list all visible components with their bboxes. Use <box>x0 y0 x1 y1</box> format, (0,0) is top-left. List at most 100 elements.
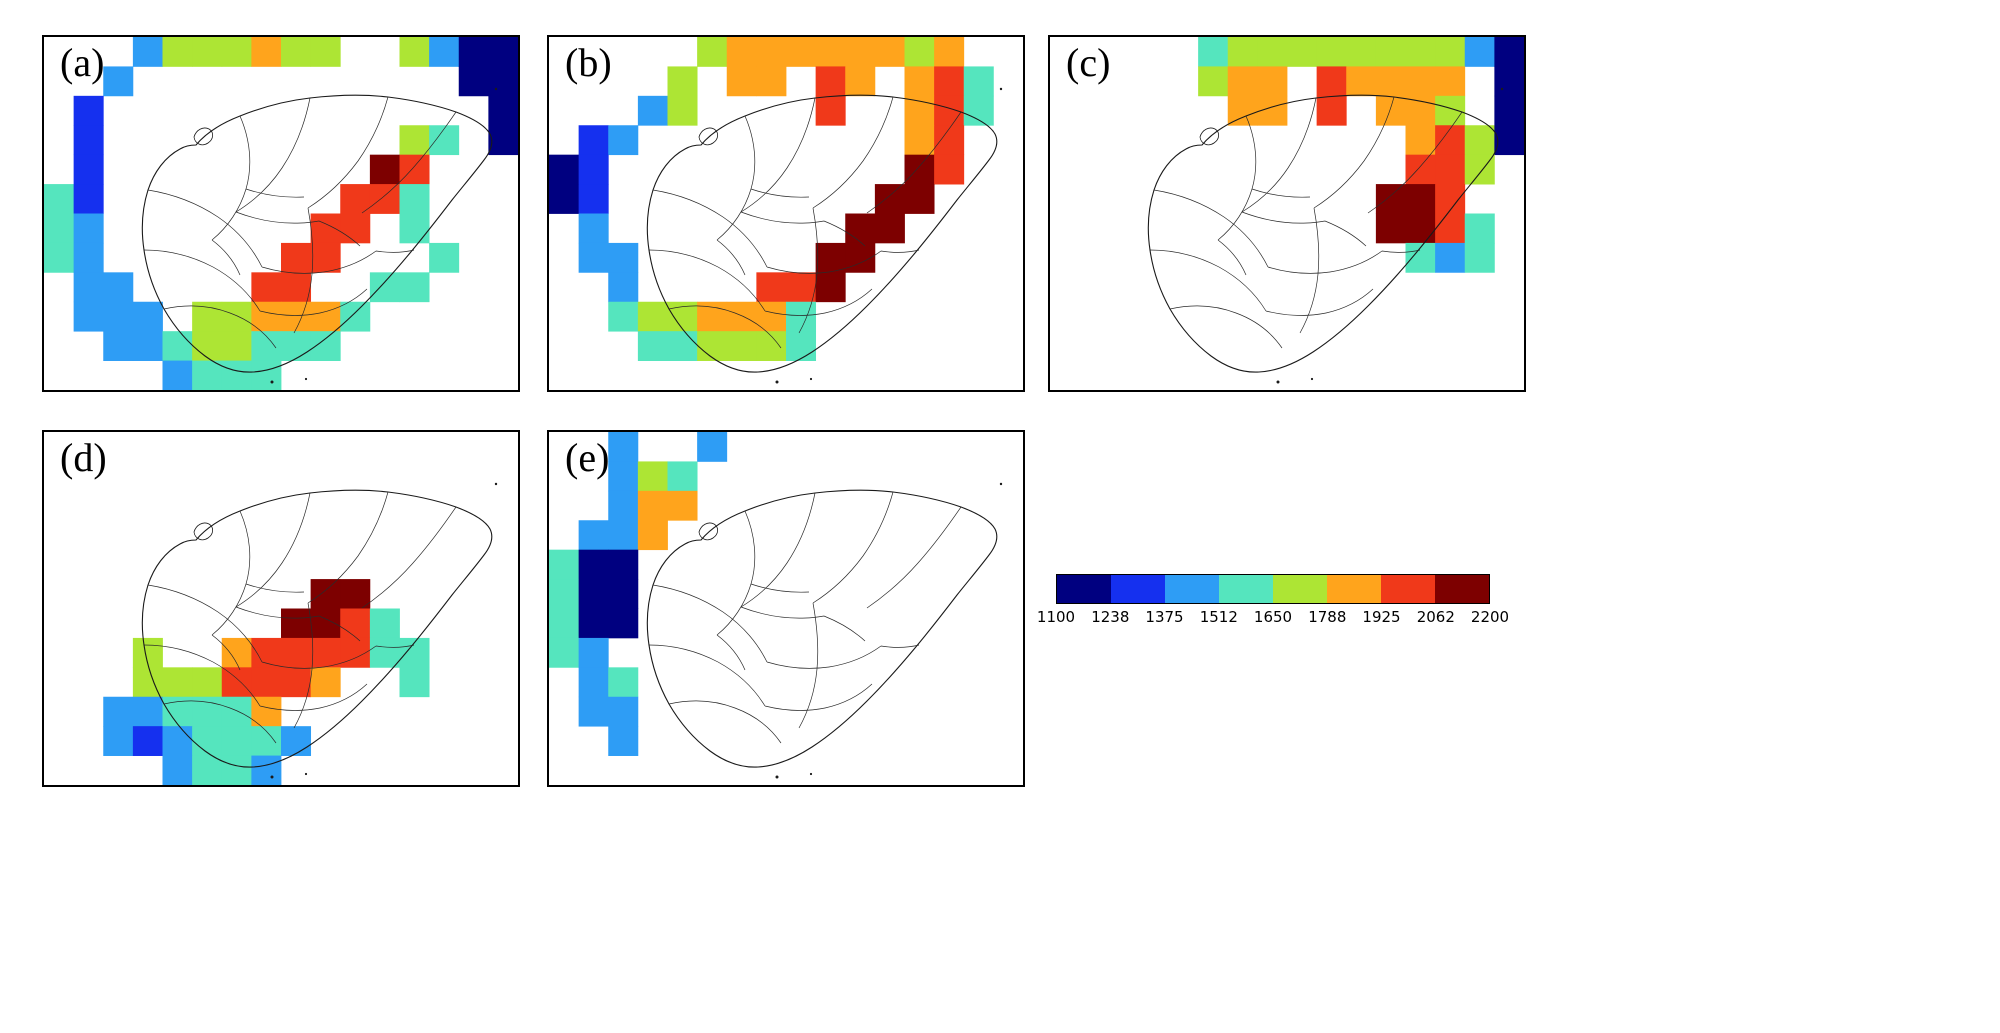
colorbar-segment <box>1327 575 1381 603</box>
grid-cell <box>369 184 400 214</box>
grid-cell <box>1405 66 1436 97</box>
grid-cell <box>162 667 193 698</box>
island-coastline <box>141 489 493 768</box>
county-boundaries <box>143 96 457 349</box>
grid-cell <box>458 66 489 97</box>
grid-cell <box>103 301 134 332</box>
grid-cell <box>578 213 609 244</box>
grid-cell <box>488 66 518 97</box>
grid-cell <box>458 37 489 67</box>
grid-cell <box>192 360 223 390</box>
islet-outline <box>698 127 719 146</box>
grid-cell <box>399 213 430 244</box>
colorbar-tick-label: 1512 <box>1199 608 1238 626</box>
grid-cell <box>1435 213 1466 244</box>
grid-cell <box>73 184 104 214</box>
grid-cell <box>726 66 757 97</box>
grid-cell <box>488 95 518 126</box>
panel-e-map-svg <box>549 432 1003 779</box>
small-island-dot <box>1500 87 1504 91</box>
grid-cell <box>340 608 371 639</box>
grid-cell <box>815 242 846 273</box>
grid-cell <box>1287 37 1318 67</box>
grid-cell <box>103 331 134 361</box>
grid-cell <box>221 755 252 785</box>
grid-cell <box>1375 95 1406 126</box>
island-coastline <box>646 94 998 373</box>
grid-cell <box>1435 184 1466 214</box>
grid-cell <box>429 37 460 67</box>
grid-cell <box>1494 95 1524 126</box>
grid-cell <box>103 726 134 756</box>
grid-cell <box>488 125 518 156</box>
grid-cell <box>1227 95 1258 126</box>
grid-cell <box>251 755 282 785</box>
panel-b-map-svg <box>549 37 1003 384</box>
grid-cell <box>578 667 609 698</box>
grid-cell <box>369 608 400 639</box>
panel-d-label: (d) <box>60 435 107 480</box>
island-coastline <box>141 94 493 373</box>
colorbar-tick-label: 1650 <box>1253 608 1293 626</box>
grid-cell <box>815 272 846 303</box>
grid-cell <box>251 360 282 390</box>
grid-cell <box>934 66 965 97</box>
grid-cell <box>1435 66 1466 97</box>
colorbar-segment <box>1057 575 1111 603</box>
grid-cell <box>132 331 163 361</box>
grid-cell <box>608 432 639 462</box>
grid-cell <box>340 579 371 609</box>
island-coastline <box>646 489 998 768</box>
grid-cell <box>667 331 698 361</box>
grid-cell <box>578 637 609 668</box>
panel-a-map-svg <box>44 37 518 390</box>
grid-cell <box>310 579 341 609</box>
panel-d-map-svg <box>103 482 498 785</box>
grid-cell <box>608 461 639 492</box>
islet-outline <box>698 522 719 541</box>
map-outline-group <box>1147 87 1504 384</box>
grid-cell <box>667 95 698 126</box>
grid-cell <box>44 242 75 273</box>
grid-cell <box>192 755 223 785</box>
grid-cell <box>399 154 430 185</box>
colorbar-segment <box>1111 575 1165 603</box>
grid-cell <box>399 272 430 303</box>
grid-cell <box>697 432 728 462</box>
grid-cell <box>221 360 252 390</box>
grid-cell <box>608 272 639 303</box>
grid-cell <box>221 667 252 698</box>
colorbar-tick-label: 2062 <box>1416 608 1455 626</box>
grid-cell <box>578 579 609 609</box>
colorbar-tick-label: 1375 <box>1145 608 1184 626</box>
grid-cell <box>549 549 580 580</box>
grid-cell <box>697 331 728 361</box>
grid-cell <box>637 490 668 521</box>
grid-cell <box>845 37 876 67</box>
colorbar: 1100 1238 1375 1512 1650 1788 1925 2062 2200 <box>1037 574 1509 630</box>
map-outline-group <box>646 482 1003 779</box>
grid-cell <box>608 549 639 580</box>
grid-cell <box>578 154 609 185</box>
grid-cell <box>1375 184 1406 214</box>
grid-cell <box>310 667 341 698</box>
grid-cell <box>1405 213 1436 244</box>
small-island-dot <box>304 377 308 381</box>
grid-cell <box>667 66 698 97</box>
county-boundaries <box>143 491 457 744</box>
grid-cell <box>1227 66 1258 97</box>
grid-cell <box>73 125 104 156</box>
grid-cell <box>608 696 639 727</box>
county-boundaries <box>648 491 962 744</box>
grid-cell <box>1346 66 1377 97</box>
grid-cell <box>963 66 994 97</box>
grid-cell <box>786 331 817 361</box>
grid-cell <box>310 242 341 273</box>
grid-cell <box>103 696 134 727</box>
grid-cell <box>132 37 163 67</box>
grid-cell <box>340 184 371 214</box>
small-island-dot <box>809 377 813 381</box>
grid-cell <box>1405 125 1436 156</box>
colorbar-segment <box>1381 575 1435 603</box>
grid-cell <box>192 37 223 67</box>
